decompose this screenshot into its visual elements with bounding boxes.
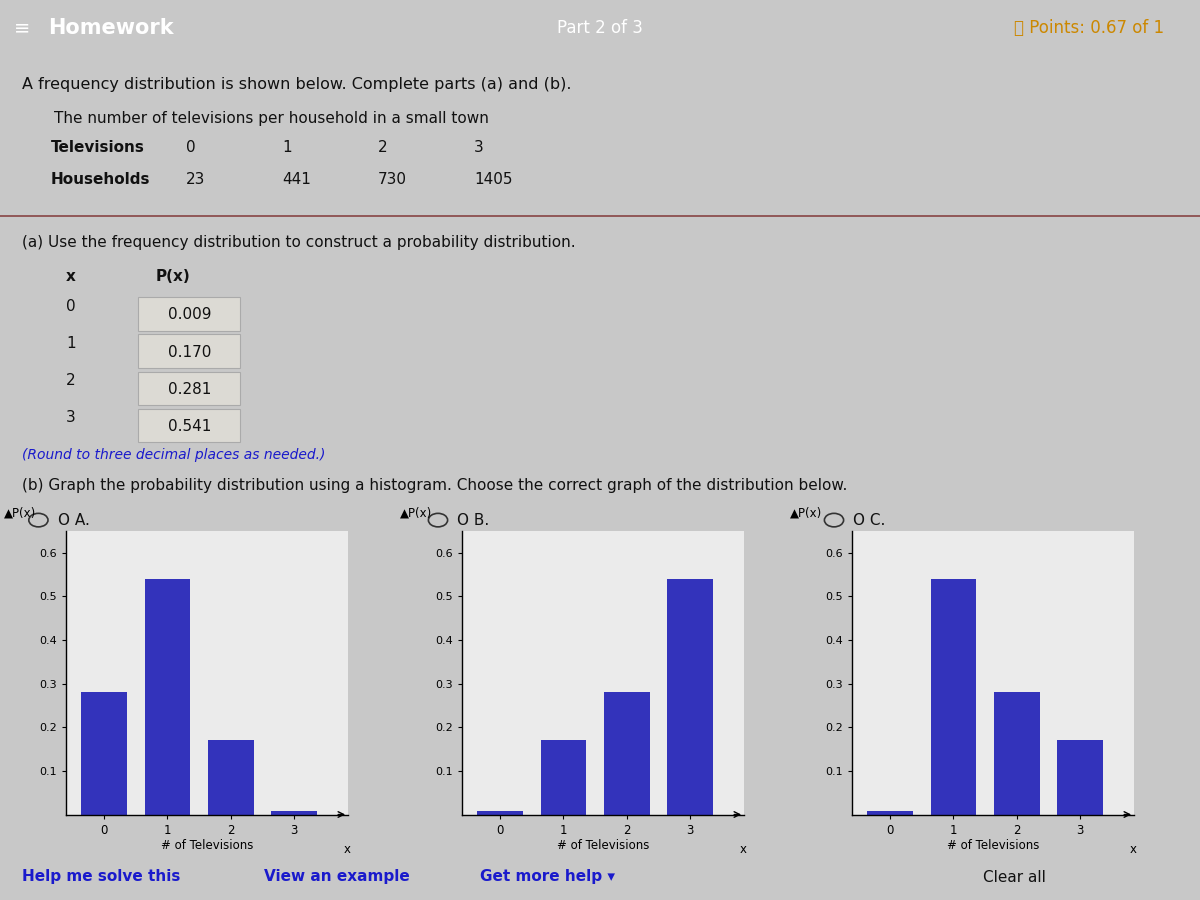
Text: ≡: ≡	[14, 18, 31, 38]
Text: O A.: O A.	[58, 513, 90, 527]
Text: 0.281: 0.281	[168, 382, 211, 397]
Text: 0.009: 0.009	[168, 308, 211, 322]
Text: 0: 0	[186, 140, 196, 155]
Text: P(x): P(x)	[156, 268, 191, 284]
Text: Help me solve this: Help me solve this	[22, 868, 180, 884]
FancyBboxPatch shape	[138, 372, 240, 405]
Text: Get more help ▾: Get more help ▾	[480, 868, 616, 884]
Bar	[1057, 741, 1103, 814]
Text: 2: 2	[378, 140, 388, 155]
Text: (a) Use the frequency distribution to construct a probability distribution.: (a) Use the frequency distribution to co…	[22, 235, 575, 250]
Text: x: x	[343, 842, 350, 856]
Bar	[478, 811, 523, 814]
Bar	[271, 811, 317, 814]
Text: (Round to three decimal places as needed.): (Round to three decimal places as needed…	[22, 448, 325, 463]
Text: The number of televisions per household in a small town: The number of televisions per household …	[54, 111, 488, 126]
Text: 1: 1	[66, 336, 76, 351]
Text: 1405: 1405	[474, 172, 512, 187]
Text: 0.541: 0.541	[168, 418, 211, 434]
Text: 0: 0	[66, 299, 76, 314]
Text: Homework: Homework	[48, 18, 174, 38]
Bar	[82, 692, 127, 814]
Text: Part 2 of 3: Part 2 of 3	[557, 19, 643, 37]
Bar	[540, 741, 587, 814]
Bar	[208, 741, 253, 814]
Text: 441: 441	[282, 172, 311, 187]
X-axis label: # of Televisions: # of Televisions	[161, 840, 253, 852]
Text: A frequency distribution is shown below. Complete parts (a) and (b).: A frequency distribution is shown below.…	[22, 76, 571, 92]
Bar	[604, 692, 649, 814]
Text: View an example: View an example	[264, 868, 409, 884]
Text: (b) Graph the probability distribution using a histogram. Choose the correct gra: (b) Graph the probability distribution u…	[22, 478, 847, 493]
FancyBboxPatch shape	[138, 335, 240, 368]
Bar	[994, 692, 1039, 814]
Text: 3: 3	[66, 410, 76, 426]
Text: Ⓒ Points: 0.67 of 1: Ⓒ Points: 0.67 of 1	[1014, 19, 1164, 37]
FancyBboxPatch shape	[138, 409, 240, 443]
Text: Clear all: Clear all	[983, 870, 1045, 885]
Text: Televisions: Televisions	[50, 140, 144, 155]
Text: 23: 23	[186, 172, 205, 187]
Text: 0.170: 0.170	[168, 345, 211, 360]
Text: 3: 3	[474, 140, 484, 155]
Bar	[667, 579, 713, 814]
FancyBboxPatch shape	[138, 297, 240, 331]
Bar	[930, 579, 977, 814]
Text: ▲P(x): ▲P(x)	[4, 507, 36, 519]
Bar	[144, 579, 191, 814]
Text: x: x	[1129, 842, 1136, 856]
X-axis label: # of Televisions: # of Televisions	[947, 840, 1039, 852]
Text: O B.: O B.	[457, 513, 490, 527]
Text: Households: Households	[50, 172, 150, 187]
Text: 2: 2	[66, 374, 76, 388]
Text: ▲P(x): ▲P(x)	[400, 507, 432, 519]
Text: x: x	[66, 268, 76, 284]
Text: 730: 730	[378, 172, 407, 187]
Text: O C.: O C.	[853, 513, 886, 527]
Bar	[868, 811, 913, 814]
X-axis label: # of Televisions: # of Televisions	[557, 840, 649, 852]
Text: 1: 1	[282, 140, 292, 155]
Text: x: x	[739, 842, 746, 856]
Text: ▲P(x): ▲P(x)	[790, 507, 822, 519]
